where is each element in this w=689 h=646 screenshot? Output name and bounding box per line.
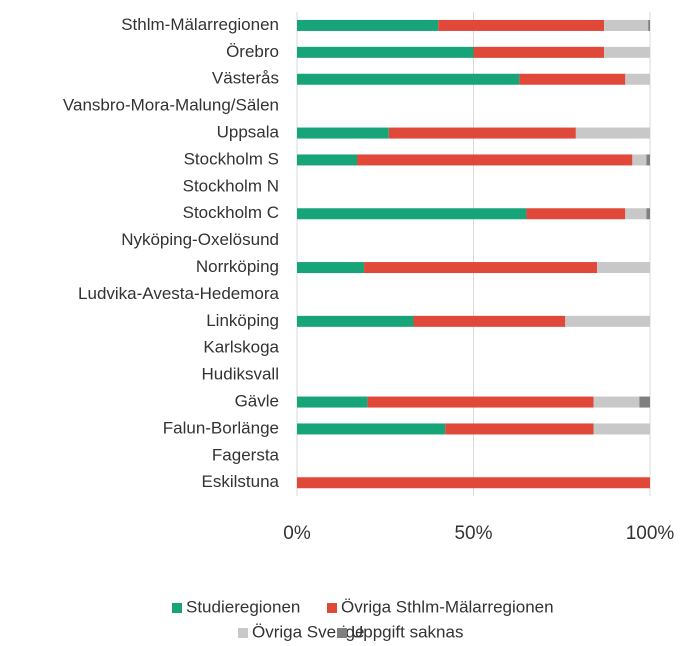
- bar-segment: [445, 423, 594, 435]
- legend-label: Studieregionen: [186, 597, 300, 616]
- legend-swatch: [327, 603, 337, 613]
- bar-segment: [413, 315, 566, 327]
- y-tick-label: Falun-Borlänge: [163, 418, 279, 437]
- y-tick-label: Stockholm N: [183, 176, 279, 195]
- bar-segment: [593, 396, 640, 408]
- y-tick-label: Fagersta: [212, 445, 280, 464]
- bar-segment: [593, 423, 650, 435]
- y-tick-label: Stockholm S: [184, 149, 279, 168]
- legend-label: Övriga Sverige: [252, 622, 364, 641]
- bar-segment: [646, 208, 650, 220]
- x-tick-label: 50%: [454, 523, 492, 544]
- bar-segment: [646, 154, 650, 166]
- y-tick-label: Västerås: [212, 69, 279, 88]
- legend-label: Övriga Sthlm-Mälarregionen: [341, 597, 554, 616]
- bar-segment: [297, 208, 527, 220]
- bar-segment: [604, 19, 649, 31]
- bar-segment: [297, 262, 365, 274]
- y-tick-label: Sthlm-Mälarregionen: [121, 15, 279, 34]
- legend-swatch: [172, 603, 182, 613]
- bar-segment: [639, 396, 650, 408]
- legend-label: Uppgift saknas: [351, 622, 463, 641]
- bar-segment: [297, 396, 368, 408]
- y-tick-label: Hudiksvall: [202, 365, 279, 384]
- bar-segment: [297, 46, 474, 58]
- bar-segment: [357, 154, 633, 166]
- legend-swatch: [337, 628, 347, 638]
- y-tick-label: Uppsala: [217, 123, 280, 142]
- legend-swatch: [238, 628, 248, 638]
- bar-segment: [297, 477, 650, 489]
- bar-segment: [519, 73, 626, 85]
- bar-segment: [648, 19, 650, 31]
- y-tick-label: Eskilstuna: [202, 472, 280, 491]
- y-tick-label: Stockholm C: [183, 203, 279, 222]
- y-tick-label: Örebro: [226, 42, 279, 61]
- bar-segment: [438, 19, 605, 31]
- bar-segment: [625, 208, 647, 220]
- bar-segment: [297, 315, 414, 327]
- bar-segment: [565, 315, 650, 327]
- bar-segment: [597, 262, 650, 274]
- y-tick-label: Ludvika-Avesta-Hedemora: [78, 284, 279, 303]
- x-tick-label: 100%: [626, 523, 675, 544]
- bar-segment: [364, 262, 598, 274]
- y-tick-label: Karlskoga: [203, 338, 279, 357]
- bar-segment: [526, 208, 626, 220]
- bar-segment: [625, 73, 650, 85]
- bar-segment: [388, 127, 576, 139]
- bar-segment: [604, 46, 650, 58]
- bar-segment: [297, 127, 389, 139]
- bar-segment: [632, 154, 647, 166]
- y-tick-label: Nyköping-Oxelösund: [121, 230, 279, 249]
- bar-segment: [297, 423, 446, 435]
- bar-segment: [297, 19, 439, 31]
- y-tick-label: Linköping: [206, 311, 279, 330]
- bar-segment: [297, 73, 520, 85]
- x-tick-label: 0%: [283, 523, 311, 544]
- y-tick-label: Vansbro-Mora-Malung/Sälen: [63, 96, 279, 115]
- bar-segment: [367, 396, 594, 408]
- bar-segment: [473, 46, 605, 58]
- bar-segment: [297, 154, 358, 166]
- bar-segment: [575, 127, 650, 139]
- y-tick-label: Gävle: [235, 392, 279, 411]
- y-tick-label: Norrköping: [196, 257, 279, 276]
